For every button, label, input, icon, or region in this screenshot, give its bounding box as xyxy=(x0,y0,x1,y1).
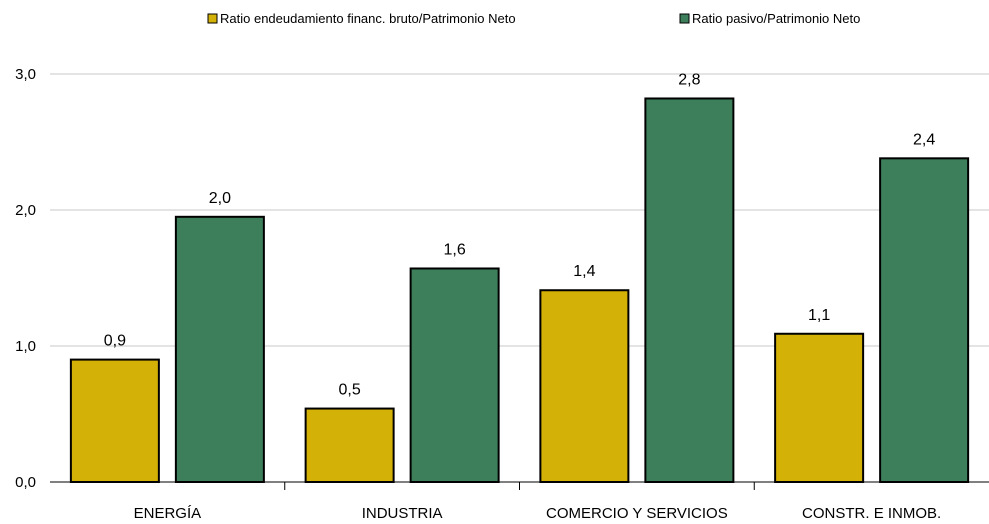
data-label: 2,0 xyxy=(209,190,231,207)
data-label: 1,6 xyxy=(444,241,466,258)
y-tick-label: 2,0 xyxy=(15,202,36,219)
data-label: 1,4 xyxy=(573,263,595,280)
y-tick-label: 1,0 xyxy=(15,338,36,355)
legend-swatch xyxy=(679,13,690,24)
bar xyxy=(539,289,630,483)
legend-swatch xyxy=(207,13,218,24)
bar xyxy=(69,358,160,484)
bar xyxy=(644,97,735,483)
bar xyxy=(174,215,265,484)
y-tick-label: 0,0 xyxy=(15,474,36,491)
legend-label: Ratio endeudamiento financ. bruto/Patrim… xyxy=(220,11,516,26)
data-labels: 0,9 2,0 0,5 1,6 1,4 2,8 1,1 2,4 xyxy=(104,71,936,398)
data-label: 2,8 xyxy=(678,71,700,88)
x-axis: ENERGÍA INDUSTRIA COMERCIO Y SERVICIOS CONS… xyxy=(50,481,989,522)
data-label: 1,1 xyxy=(808,307,830,324)
bar xyxy=(304,407,395,483)
y-axis: 0,0 1,0 2,0 3,0 xyxy=(15,66,36,491)
bar xyxy=(774,332,865,484)
data-label: 2,4 xyxy=(913,131,935,148)
y-tick-label: 3,0 xyxy=(15,66,36,83)
data-label: 0,9 xyxy=(104,333,126,350)
bar xyxy=(409,267,500,484)
x-tick-label: ENERGÍA xyxy=(134,505,202,522)
legend-label: Ratio pasivo/Patrimonio Neto xyxy=(692,11,860,26)
x-tick-label: COMERCIO Y SERVICIOS xyxy=(546,505,728,522)
data-label: 0,5 xyxy=(339,382,361,399)
legend: Ratio endeudamiento financ. bruto/Patrim… xyxy=(207,11,860,26)
x-tick-label: CONSTR. E INMOB. xyxy=(802,505,941,522)
bar xyxy=(879,157,970,483)
x-tick-label: INDUSTRIA xyxy=(362,505,443,522)
bars xyxy=(69,97,970,484)
